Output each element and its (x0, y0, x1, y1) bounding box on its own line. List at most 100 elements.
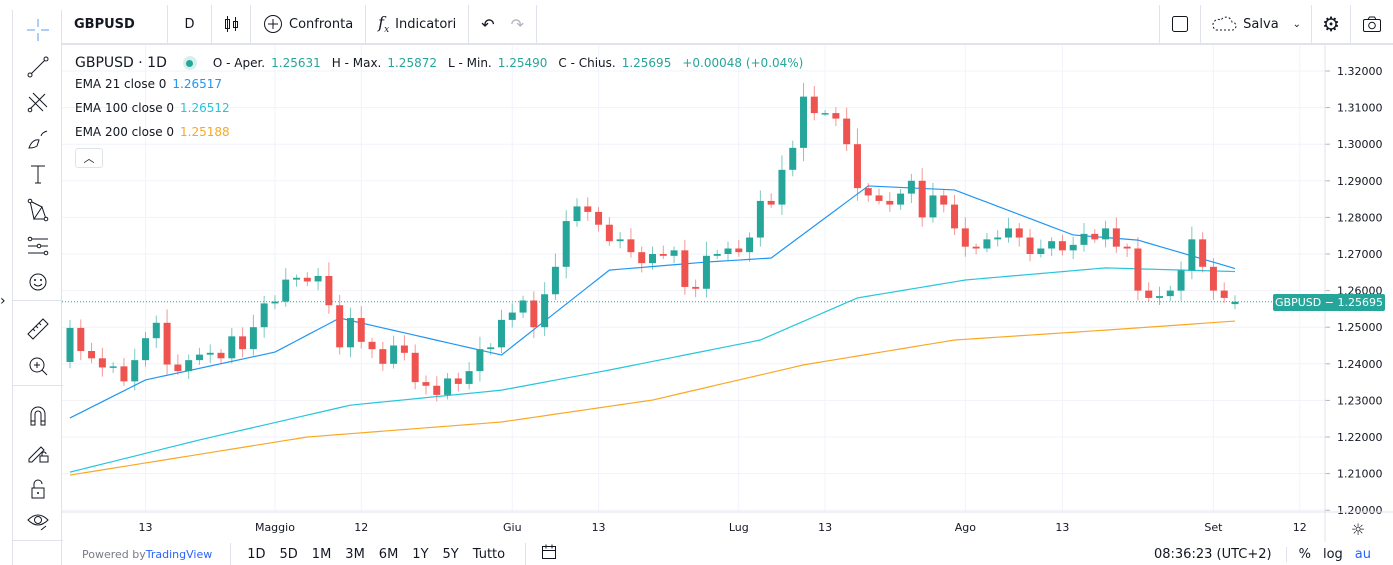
chart-type-button[interactable] (212, 5, 251, 43)
expand-panel-chevron-icon[interactable]: › (0, 293, 6, 309)
x-tick-label: Ago (955, 521, 977, 534)
screenshot-button[interactable] (1350, 5, 1393, 43)
candle-up (249, 327, 257, 350)
ema21-value: 1.26517 (172, 77, 223, 91)
compare-button[interactable]: Confronta (251, 5, 367, 43)
candle-up (444, 378, 452, 395)
candle-down (336, 305, 344, 348)
candle-up (746, 237, 754, 253)
candle-down (951, 204, 959, 229)
magnet-tool[interactable] (25, 403, 51, 429)
range-5y[interactable]: 5Y (442, 546, 459, 562)
candle-up (541, 294, 549, 328)
candle-down (810, 96, 818, 114)
candle-down (864, 188, 872, 196)
candle-up (195, 354, 203, 361)
collapse-legend-button[interactable]: ︿ (75, 148, 103, 168)
cloud-icon (1212, 16, 1237, 31)
indicators-button[interactable]: fx Indicatori (366, 5, 470, 43)
x-tick-label: Lug (729, 521, 749, 534)
candle-up (271, 301, 279, 304)
text-icon (31, 165, 45, 184)
clock-time[interactable]: 08:36:23 (UTC+2) (1148, 546, 1287, 562)
candle-up (1080, 233, 1088, 245)
redo-icon[interactable]: ↷ (510, 14, 525, 34)
x-tick-label: Set (1204, 521, 1223, 534)
lock-drawing-icon (28, 446, 49, 463)
save-button[interactable]: Salva ⌄ (1200, 5, 1311, 43)
eye-tool[interactable] (25, 508, 51, 534)
log-toggle[interactable]: log (1322, 546, 1343, 562)
candle-up (66, 327, 74, 362)
candles-icon (225, 16, 238, 32)
y-tick-label: 1.28000 (1337, 211, 1383, 224)
candle-up (562, 221, 570, 267)
symbol-search-button[interactable]: GBPUSD (62, 5, 168, 43)
interval-button[interactable]: D (168, 5, 212, 43)
y-tick-label: 1.25000 (1337, 321, 1383, 334)
ema100-legend[interactable]: EMA 100 close 0 1.26512 (75, 96, 808, 120)
trendline-icon (27, 56, 49, 78)
ema21-legend[interactable]: EMA 21 close 0 1.26517 (75, 72, 808, 96)
candle-up (1155, 296, 1163, 298)
chevron-down-icon[interactable]: ⌄ (1292, 18, 1302, 30)
emoji-tool[interactable] (25, 269, 51, 295)
price-chart[interactable]: 1.32000 1.31000 1.30000 1.29000 1.28000 1.270… (62, 45, 1393, 543)
candle-up (1037, 248, 1045, 254)
close-label: C - Chius. (558, 56, 616, 70)
text-tool[interactable] (25, 161, 51, 187)
x-tick-label: 12 (1293, 521, 1307, 534)
auto-toggle[interactable]: au (1354, 546, 1371, 562)
candle-up (670, 250, 678, 256)
ema200-legend[interactable]: EMA 200 close 0 1.25188 (75, 120, 808, 144)
candle-up (1177, 270, 1185, 291)
pattern-tool[interactable] (25, 197, 51, 223)
powered-by-link[interactable]: Powered by TradingView (62, 543, 232, 565)
brush-tool[interactable] (25, 126, 51, 152)
range-3m[interactable]: 3M (345, 546, 365, 562)
price-label-symbol: GBPUSD (1275, 295, 1322, 309)
zoom-in-icon (29, 357, 48, 376)
range-tutto[interactable]: Tutto (472, 546, 506, 562)
fullscreen-button[interactable] (1159, 5, 1200, 43)
candle-down (1209, 266, 1217, 291)
candle-down (681, 250, 689, 287)
crosshair-tool[interactable] (25, 17, 51, 43)
lock-tool[interactable] (25, 476, 51, 502)
range-5d[interactable]: 5D (279, 546, 298, 562)
top-toolbar: GBPUSD D Confronta fx Indicatori ↶ ↷ Salv… (62, 5, 1393, 45)
eye-icon (27, 514, 49, 531)
x-tick-label: Giu (503, 521, 522, 534)
projection-tool[interactable] (25, 233, 51, 259)
save-label: Salva (1243, 16, 1279, 32)
candle-down (422, 382, 430, 386)
low-label: L - Min. (447, 56, 492, 70)
range-1y[interactable]: 1Y (412, 546, 429, 562)
zoom-in-tool[interactable] (25, 353, 51, 379)
x-tick-label: 13 (818, 521, 832, 534)
ruler-tool[interactable] (25, 316, 51, 342)
candle-up (649, 254, 656, 264)
candle-down (325, 275, 333, 306)
candle-up (131, 360, 139, 382)
gear-icon: ⚙ (1322, 12, 1340, 36)
range-1d[interactable]: 1D (247, 546, 266, 562)
ema100-value: 1.26512 (180, 101, 230, 115)
undo-icon[interactable]: ↶ (481, 14, 495, 34)
percent-toggle[interactable]: % (1298, 546, 1311, 562)
pitchfork-tool[interactable] (25, 89, 51, 115)
ema200-line (69, 320, 1236, 476)
axis-settings-icon[interactable]: ☼ (1351, 520, 1365, 539)
candle-up (293, 277, 301, 280)
settings-button[interactable]: ⚙ (1311, 5, 1350, 43)
range-1m[interactable]: 1M (311, 546, 332, 562)
candle-up (508, 312, 516, 320)
market-status-icon (182, 56, 197, 70)
candle-down (972, 246, 980, 249)
goto-date-button[interactable] (525, 543, 564, 565)
fx-icon: fx (378, 12, 390, 36)
lock-drawing-tool[interactable] (25, 439, 51, 465)
chevron-up-icon: ︿ (83, 152, 95, 165)
trendline-tool[interactable] (25, 54, 51, 80)
range-6m[interactable]: 6M (378, 546, 399, 562)
